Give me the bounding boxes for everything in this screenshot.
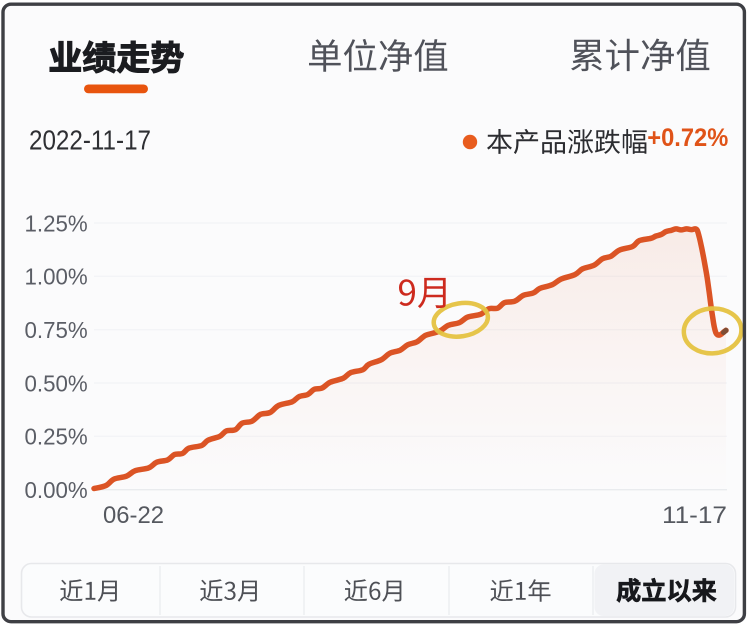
svg-text:0.75%: 0.75% xyxy=(25,317,88,343)
svg-text:0.00%: 0.00% xyxy=(25,477,88,503)
svg-text:0.50%: 0.50% xyxy=(25,370,88,396)
svg-text:0.25%: 0.25% xyxy=(25,424,88,450)
svg-text:06-22: 06-22 xyxy=(103,502,164,529)
svg-text:2022-11-17: 2022-11-17 xyxy=(29,125,151,156)
svg-text:1.00%: 1.00% xyxy=(25,264,88,290)
svg-text:1.25%: 1.25% xyxy=(25,210,88,236)
svg-text:11-17: 11-17 xyxy=(662,502,727,529)
svg-text:+0.72%: +0.72% xyxy=(647,124,728,152)
